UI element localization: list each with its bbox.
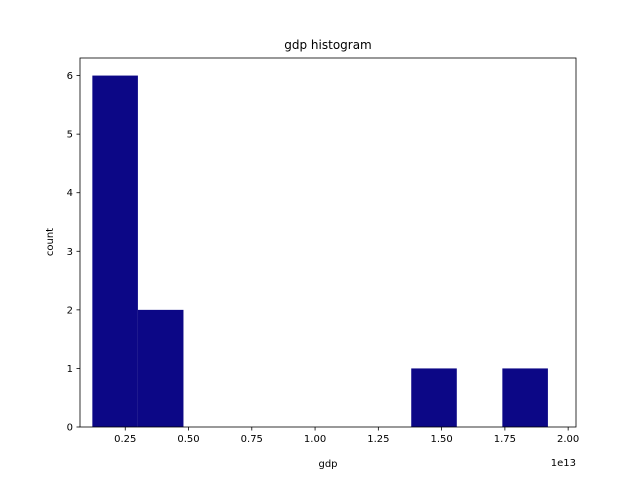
x-tick-label-1: 0.50 [177,434,199,445]
x-axis-ticks: 0.25 0.50 0.75 1.00 1.25 1.50 1.75 2.00 [114,427,579,445]
x-tick-label-3: 1.00 [304,434,326,445]
x-tick-label-0: 0.25 [114,434,136,445]
y-tick-label-2: 2 [67,305,73,316]
x-tick-label-6: 1.75 [494,434,516,445]
histogram-bar-1 [137,309,184,427]
histogram-bar-7 [411,368,457,427]
x-tick-label-5: 1.50 [430,434,452,445]
x-axis-label: gdp [318,459,337,470]
y-axis-ticks: 0 1 2 3 4 5 6 [67,71,80,434]
y-tick-label-3: 3 [67,247,73,258]
chart-title: gdp histogram [284,38,372,52]
x-axis-offset-label: 1e13 [551,458,576,469]
x-tick-label-4: 1.25 [367,434,389,445]
plot-frame [79,57,577,428]
histogram-bar-9 [502,368,548,427]
histogram-bar-0 [92,75,138,428]
y-tick-label-5: 5 [67,130,73,141]
x-tick-label-7: 2.00 [557,434,579,445]
y-tick-label-1: 1 [67,364,73,375]
y-axis-label: count [45,228,56,256]
bars-group [92,75,548,428]
x-tick-label-2: 0.75 [241,434,263,445]
y-tick-label-4: 4 [67,188,73,199]
y-tick-label-6: 6 [67,71,73,82]
y-tick-label-0: 0 [67,423,73,434]
